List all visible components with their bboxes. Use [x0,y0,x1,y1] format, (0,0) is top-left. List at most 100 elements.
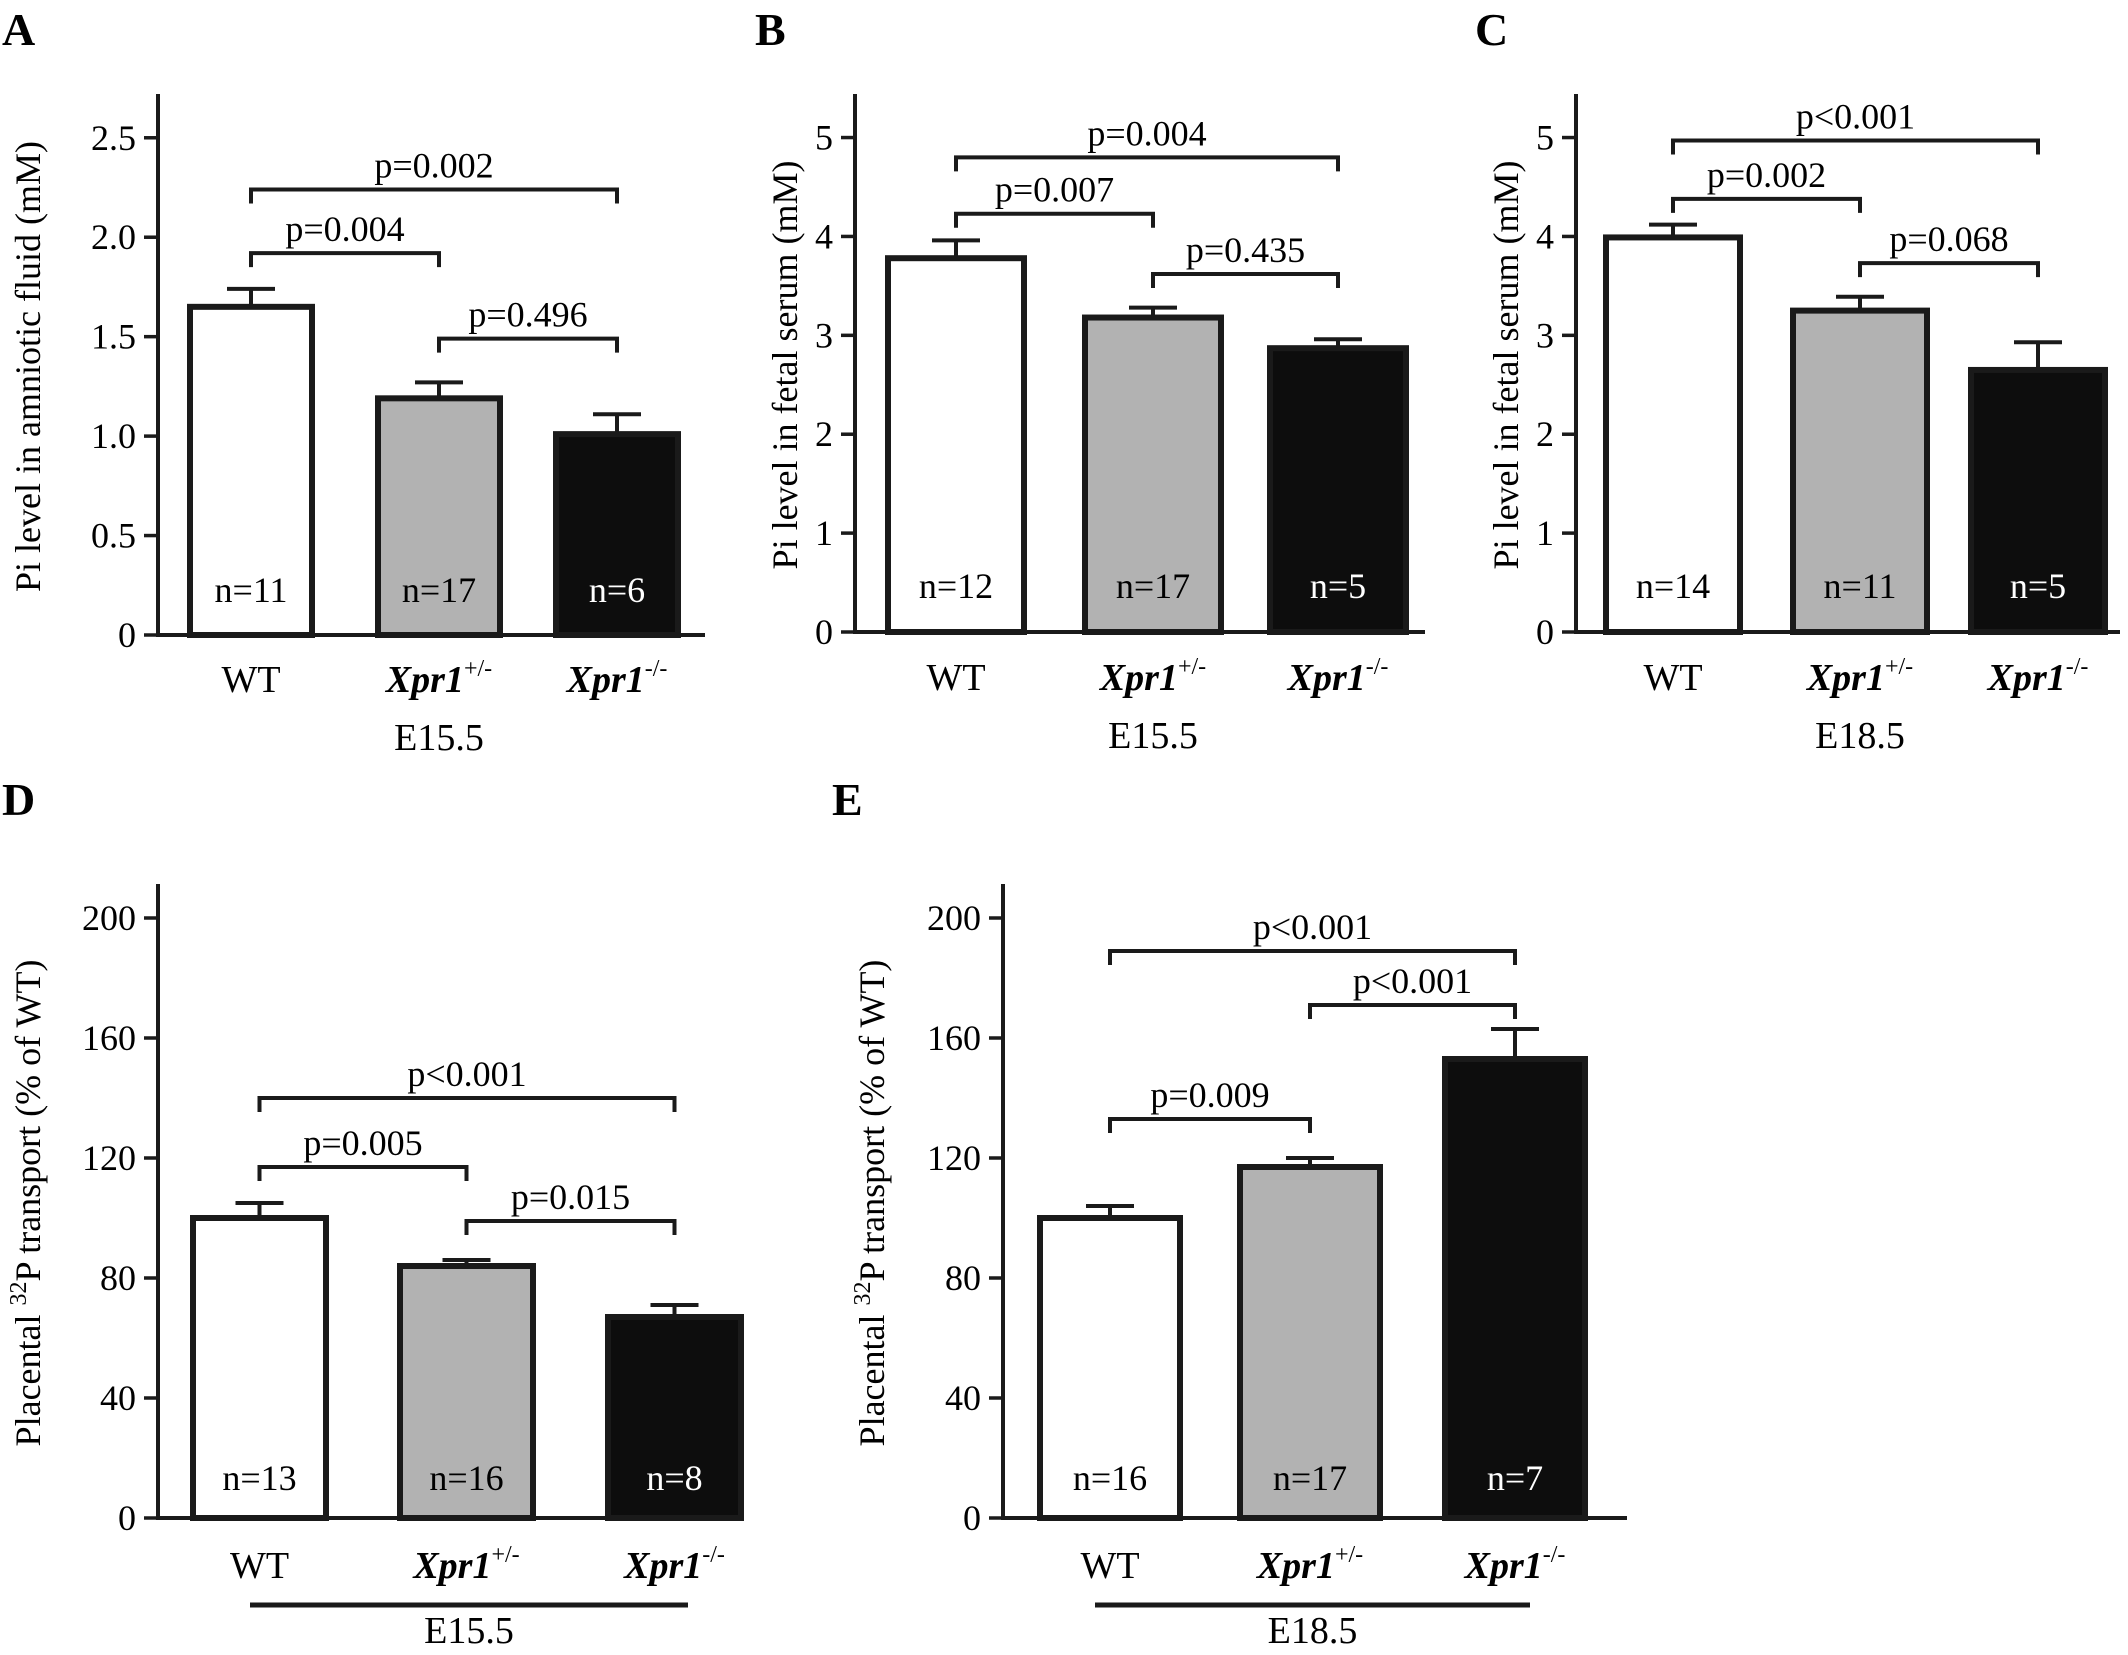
significance-bracket [954,211,1155,228]
chart-panel-a: A 0 0.5 1.0 1.5 2.0 2.5 Pi level in amniotic fl… [2,4,705,759]
panel-letter: D [2,774,35,825]
y-axis-label: Pi level in amniotic fluid (mM) [8,141,48,592]
x-category-sup: +/- [491,1542,519,1568]
y-tick-label: 200 [927,898,981,938]
bar [1037,1215,1183,1521]
bar [553,431,681,638]
p-value-label: p=0.007 [995,170,1114,210]
x-category-label: WT [230,1545,289,1587]
p-value-label: p<0.001 [1353,961,1472,1001]
x-category-base: Xpr1 [1099,657,1178,699]
bar [1790,307,1930,635]
y-tick-label: 2 [815,414,833,454]
x-category-label: Xpr1+/- [1099,654,1206,699]
x-category-sup: +/- [464,656,492,682]
significance-bracket [1671,138,2040,155]
n-label: n=16 [429,1458,503,1498]
bar [1603,234,1743,636]
x-category-base: WT [926,657,985,699]
y-tick-label: 120 [82,1138,136,1178]
y-axis-label: Pi level in fetal serum (mM) [765,161,805,570]
significance-bracket [1108,949,1517,965]
y-tick-label: 160 [82,1018,136,1058]
y-tick-label: 40 [945,1378,981,1418]
x-category-sup: +/- [1885,654,1913,680]
y-tick-label: 0 [118,615,136,655]
x-category-label: Xpr1+/- [1806,654,1913,699]
n-label: n=11 [1824,566,1897,606]
chart-panel-c: C 0 1 2 3 4 5Pi level in fetal serum (mM) n=14 W… [1475,4,2120,757]
x-category-sup: -/- [1366,654,1389,680]
y-tick-label: 4 [1536,216,1554,256]
y-tick-label: 2.5 [91,118,136,158]
significance-bracket [1671,196,1862,213]
n-label: n=7 [1487,1458,1543,1498]
significance-bracket [249,251,441,268]
x-category-label: Xpr1+/- [412,1542,519,1587]
y-tick-label: 0 [815,612,833,652]
significance-bracket [257,1165,469,1181]
bar [187,303,315,638]
y-axis-label-part: Placental [852,1305,892,1446]
y-axis-label: Placental 32P transport (% of WT) [850,960,892,1447]
y-tick-label: 2 [1536,414,1554,454]
y-axis-label-part: Placental [8,1305,48,1446]
n-label: n=13 [222,1458,296,1498]
n-label: n=14 [1636,566,1710,606]
significance-bracket [1108,1117,1312,1133]
x-category-sup: -/- [2066,654,2089,680]
panel-letter: A [2,4,35,55]
y-tick-label: 0 [963,1498,981,1538]
x-category-sup: +/- [1335,1542,1363,1568]
x-category-base: WT [1080,1545,1139,1587]
x-category-label: WT [1080,1545,1139,1587]
y-axis-label-part: P transport (% of WT) [852,960,892,1282]
x-category-base: Xpr1 [1464,1545,1543,1587]
x-category-label: Xpr1+/- [1256,1542,1363,1587]
y-tick-label: 80 [100,1258,136,1298]
x-category-sup: -/- [1543,1542,1566,1568]
bar [1968,366,2108,635]
y-tick-label: 160 [927,1018,981,1058]
p-value-label: p=0.005 [303,1123,422,1163]
significance-bracket [1858,261,2040,278]
p-value-label: p=0.002 [374,145,493,185]
y-tick-label: 5 [1536,118,1554,158]
significance-bracket [1308,1003,1517,1019]
x-category-label: WT [926,657,985,699]
y-tick-label: 120 [927,1138,981,1178]
n-label: n=5 [2010,566,2066,606]
x-category-base: Xpr1 [1987,657,2066,699]
y-tick-label: 1 [1536,513,1554,553]
x-category-sup: -/- [702,1542,725,1568]
x-category-sup: +/- [1178,654,1206,680]
x-category-base: WT [230,1545,289,1587]
bar [190,1215,329,1521]
chart-panel-b: B 0 1 2 3 4 5Pi level in fetal serum (mM) n=12 W… [755,4,1425,757]
p-value-label: p=0.004 [1087,113,1206,153]
y-tick-label: 80 [945,1258,981,1298]
p-value-label: p<0.001 [1253,907,1372,947]
y-tick-label: 0 [118,1498,136,1538]
panel-letter: B [755,4,786,55]
x-category-base: Xpr1 [1287,657,1366,699]
y-tick-label: 200 [82,898,136,938]
x-category-base: Xpr1 [566,659,645,701]
y-axis-label-part: P transport (% of WT) [8,960,48,1282]
y-axis-label: Pi level in fetal serum (mM) [1486,161,1526,570]
bar [885,255,1027,635]
bar [1267,345,1409,635]
significance-bracket [954,155,1340,172]
y-tick-label: 1.5 [91,317,136,357]
x-category-base: Xpr1 [623,1545,702,1587]
p-value-label: p<0.001 [1796,97,1915,137]
x-category-sup: -/- [645,656,668,682]
chart-panel-e: E 0 40 80 120 160 200 Placental 32P transport (… [832,774,1627,1652]
x-category-base: Xpr1 [385,659,464,701]
stage-label: E15.5 [1108,715,1198,757]
y-tick-label: 3 [815,315,833,355]
bar [605,1314,744,1521]
y-axis-label-sup: 32 [6,1281,32,1305]
x-category-base: Xpr1 [1806,657,1885,699]
